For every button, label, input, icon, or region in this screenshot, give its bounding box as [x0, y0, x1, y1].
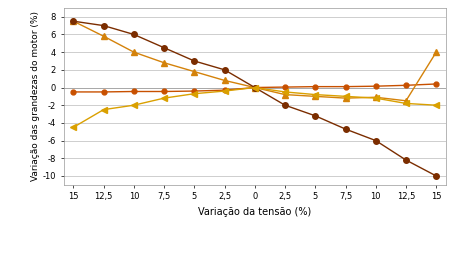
Fator de Potência — [131, 33, 136, 36]
Eficiência — [222, 89, 228, 93]
Y-axis label: Variação das grandezas do motor (%): Variação das grandezas do motor (%) — [31, 11, 40, 181]
Corrente — [252, 86, 258, 89]
Fator de Potência — [162, 46, 167, 49]
Corrente — [343, 97, 348, 100]
Eficiência — [373, 97, 379, 100]
RPM — [71, 90, 76, 93]
Eficiência — [252, 86, 258, 89]
Eficiência — [282, 90, 288, 93]
Fator de Potência — [343, 128, 348, 131]
Fator de Potência — [101, 24, 106, 27]
X-axis label: Variação da tensão (%): Variação da tensão (%) — [198, 207, 311, 217]
RPM — [252, 86, 258, 89]
Fator de Potência — [403, 158, 409, 162]
RPM — [131, 90, 136, 93]
RPM — [282, 86, 288, 89]
Line: Fator de Potência: Fator de Potência — [71, 18, 439, 179]
Corrente — [101, 35, 106, 38]
RPM — [343, 85, 348, 88]
Eficiência — [313, 93, 318, 96]
Corrente — [434, 50, 439, 54]
Fator de Potência — [313, 114, 318, 117]
RPM — [222, 89, 228, 92]
Corrente — [192, 70, 197, 73]
Eficiência — [162, 97, 167, 100]
Line: Corrente: Corrente — [71, 18, 439, 103]
Corrente — [162, 61, 167, 64]
RPM — [192, 89, 197, 93]
RPM — [403, 84, 409, 87]
Eficiência — [71, 126, 76, 129]
Fator de Potência — [222, 68, 228, 71]
Corrente — [131, 50, 136, 54]
Corrente — [313, 95, 318, 98]
RPM — [101, 90, 106, 93]
Fator de Potência — [373, 139, 379, 142]
Line: RPM: RPM — [71, 82, 439, 94]
RPM — [162, 90, 167, 93]
RPM — [373, 84, 379, 88]
Eficiência — [101, 108, 106, 111]
Eficiência — [403, 102, 409, 105]
Fator de Potência — [71, 20, 76, 23]
Corrente — [71, 20, 76, 23]
Corrente — [403, 99, 409, 102]
Fator de Potência — [282, 103, 288, 107]
Fator de Potência — [252, 86, 258, 89]
Fator de Potência — [192, 59, 197, 63]
Fator de Potência — [434, 174, 439, 177]
Eficiência — [434, 103, 439, 107]
Corrente — [222, 79, 228, 82]
RPM — [434, 82, 439, 86]
Eficiência — [343, 95, 348, 98]
Corrente — [373, 96, 379, 99]
Eficiência — [131, 103, 136, 107]
Eficiência — [192, 92, 197, 95]
Corrente — [282, 93, 288, 96]
RPM — [313, 85, 318, 88]
Line: Eficiência: Eficiência — [71, 85, 439, 130]
